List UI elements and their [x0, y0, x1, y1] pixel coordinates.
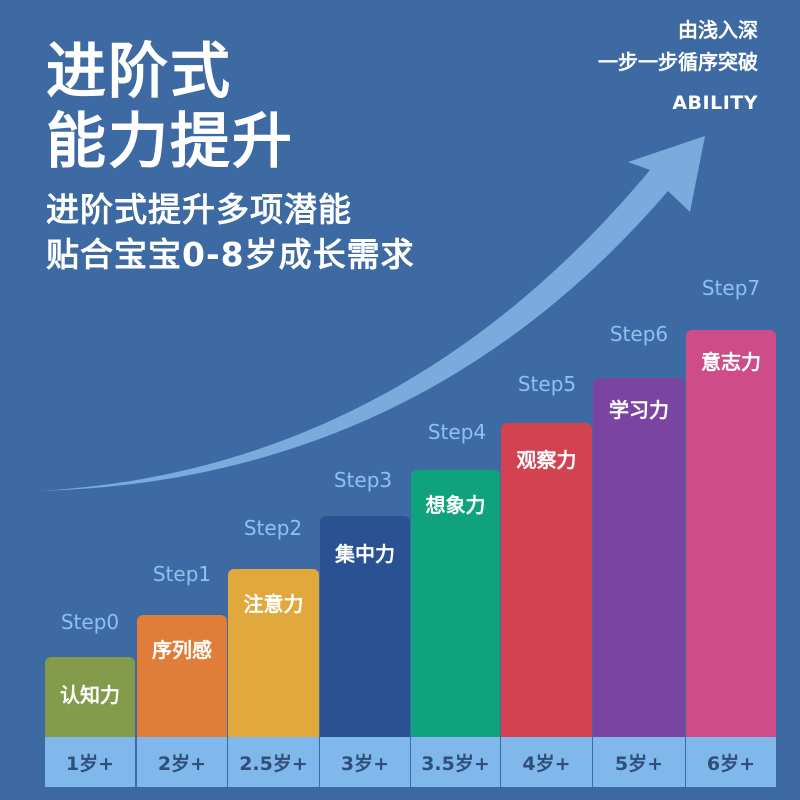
ability-label: 意志力: [701, 350, 761, 374]
ability-label: 集中力: [335, 542, 395, 566]
step-label: Step7: [701, 276, 761, 300]
tagline-ability: ABILITY: [672, 92, 758, 114]
age-cell: 6岁+: [686, 737, 776, 787]
ability-label: 序列感: [152, 638, 212, 662]
age-cell: 3.5岁+: [411, 737, 500, 787]
ability-label: 学习力: [609, 398, 669, 422]
step-label: Step6: [609, 322, 669, 346]
subheadline-line-1: 进阶式提升多项潜能: [46, 190, 352, 229]
age-cell: 5岁+: [593, 737, 685, 787]
age-cell: 2岁+: [137, 737, 227, 787]
ability-bar: 注意力: [228, 569, 319, 741]
age-cell: 4岁+: [501, 737, 592, 787]
step-label: Step3: [333, 468, 393, 492]
step-label: Step0: [60, 610, 120, 634]
age-cell: 2.5岁+: [228, 737, 319, 787]
step-label: Step4: [427, 420, 487, 444]
ability-bar: 观察力: [501, 423, 592, 741]
ability-bar: 集中力: [320, 516, 410, 741]
step-label: Step5: [517, 372, 577, 396]
ability-bar: 认知力: [45, 657, 135, 741]
ability-bar: 想象力: [411, 470, 500, 741]
subheadline-line-2: 贴合宝宝0-8岁成长需求: [46, 235, 415, 274]
ability-label: 认知力: [60, 683, 120, 707]
headline-line-2: 能力提升: [46, 107, 294, 177]
ability-bar: 学习力: [593, 378, 685, 741]
step-label: Step1: [152, 562, 212, 586]
age-cell: 1岁+: [45, 737, 135, 787]
ability-label: 注意力: [243, 592, 304, 616]
ability-label: 观察力: [516, 448, 577, 472]
age-cell: 3岁+: [320, 737, 410, 787]
step-label: Step2: [243, 516, 303, 540]
ability-bar: 序列感: [137, 615, 227, 741]
headline-line-1: 进阶式: [46, 37, 232, 107]
tagline-line-1: 由浅入深: [678, 18, 758, 42]
ability-label: 想象力: [425, 493, 486, 517]
tagline-line-2: 一步一步循序突破: [598, 50, 758, 74]
age-strip: 1岁+ 2岁+ 2.5岁+ 3岁+ 3.5岁+ 4岁+ 5岁+ 6岁+: [0, 737, 800, 800]
ability-bar: 意志力: [686, 330, 776, 741]
